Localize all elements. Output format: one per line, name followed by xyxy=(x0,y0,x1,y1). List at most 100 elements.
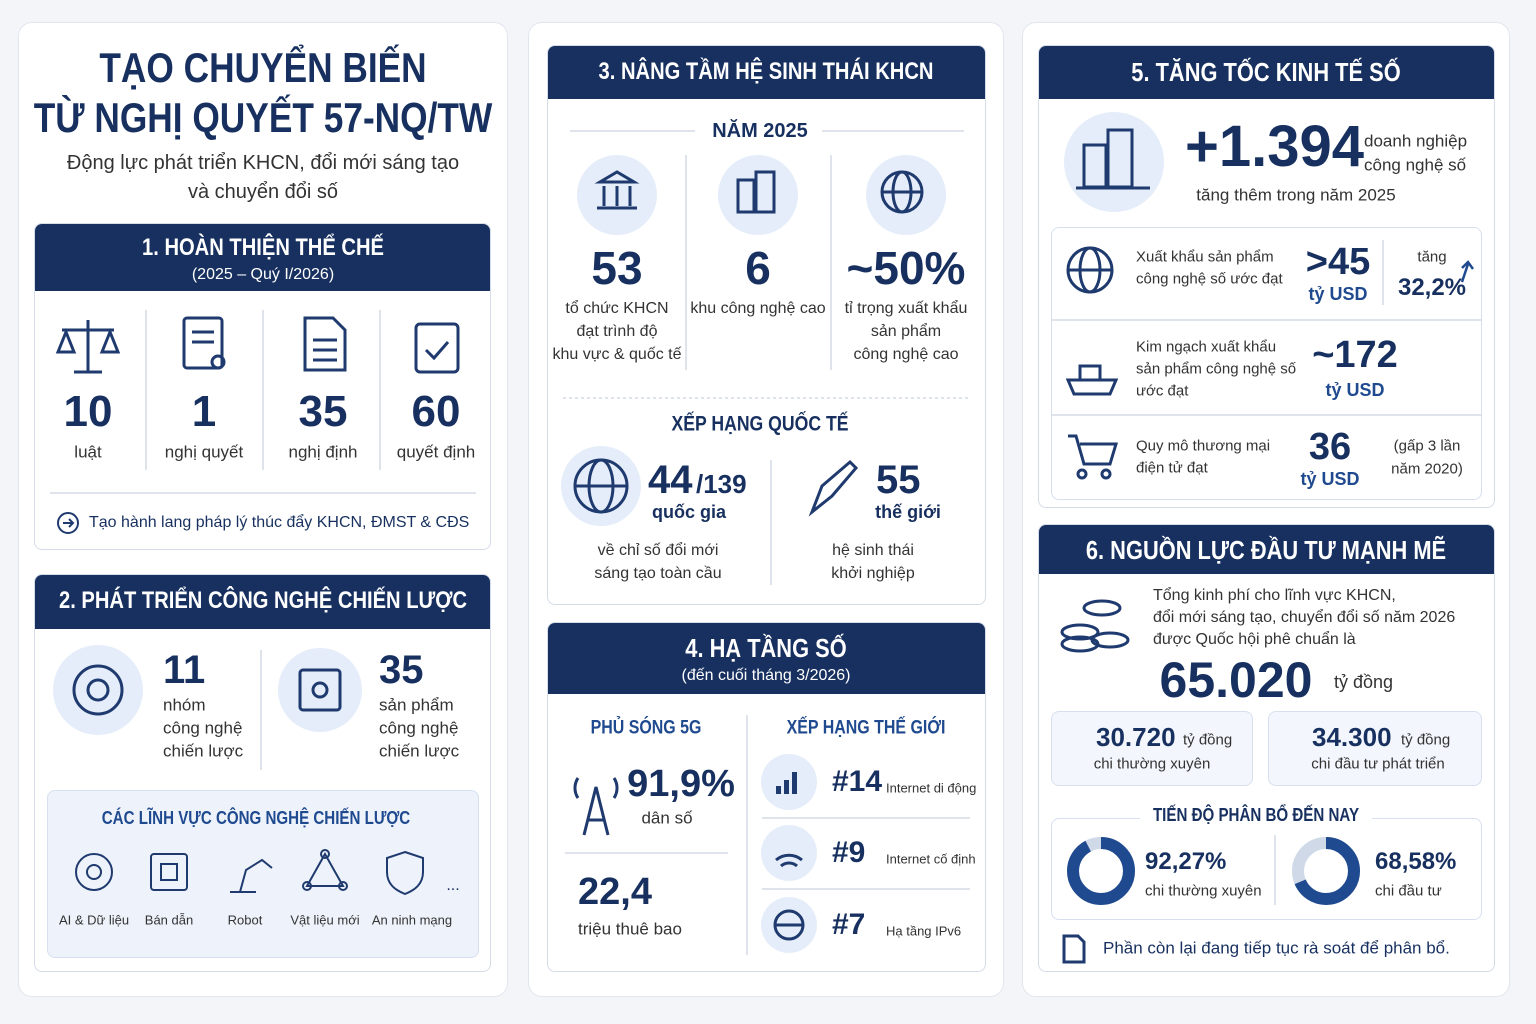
text: TẠO CHUYỂN BIẾN xyxy=(99,44,427,91)
text: công nghệ cao xyxy=(853,346,959,363)
text: Phần còn lại đang tiếp tục rà soát để ph… xyxy=(1103,938,1450,958)
text: Quy mô thương mại xyxy=(1136,437,1271,455)
text: chi đầu tư phát triển xyxy=(1311,755,1445,773)
text: về chỉ số đổi mới xyxy=(597,542,719,559)
text: chi thường xuyên xyxy=(1093,755,1211,773)
text: 44 xyxy=(648,458,693,502)
up-arrow xyxy=(1460,260,1475,283)
section-header xyxy=(548,623,985,694)
text: nghị quyết xyxy=(164,442,244,462)
text: khu công nghệ cao xyxy=(690,300,826,317)
text: NĂM 2025 xyxy=(712,120,808,142)
text: 1 xyxy=(191,387,217,436)
text: chi đầu tư xyxy=(1375,882,1442,900)
text: sản phẩm xyxy=(870,323,942,340)
text: Kim ngạch xuất khẩu xyxy=(1136,338,1277,356)
text: chiến lược xyxy=(379,741,460,761)
text: (gấp 3 lần xyxy=(1393,437,1461,455)
text: /139 xyxy=(696,469,747,499)
text: luật xyxy=(74,442,102,462)
text: nhóm xyxy=(163,695,206,715)
text: tỷ USD xyxy=(1325,380,1385,400)
part-box xyxy=(1051,711,1253,786)
text: 34.300 xyxy=(1312,722,1392,752)
text: AI & Dữ liệu xyxy=(58,912,130,928)
signal-bars xyxy=(776,772,797,794)
text: (2025 – Quý I/2026) xyxy=(191,266,335,283)
text: #9 xyxy=(832,836,866,869)
text: 55 xyxy=(876,458,921,502)
donut-arc xyxy=(1067,837,1135,905)
text: >45 xyxy=(1305,241,1371,283)
donut-arc xyxy=(1292,837,1360,905)
fields-panel xyxy=(47,790,479,958)
text: 4. HẠ TẦNG SỐ xyxy=(685,633,847,663)
text: khu vực & quốc tế xyxy=(552,346,682,363)
text: điện tử đạt xyxy=(1136,459,1208,477)
text: hệ sinh thái xyxy=(832,542,914,559)
text: 5. TĂNG TỐC KINH TẾ SỐ xyxy=(1131,57,1401,87)
text: 1. HOÀN THIỆN THỂ CHẾ xyxy=(142,234,384,261)
text: ~50% xyxy=(846,242,966,294)
text: dân số xyxy=(641,808,693,828)
text: #7 xyxy=(832,908,866,941)
text: công nghệ xyxy=(163,718,243,738)
text: sáng tạo toàn cầu xyxy=(594,565,722,582)
text: tỷ đồng xyxy=(1183,731,1233,749)
text: 30.720 xyxy=(1096,722,1176,752)
dividers xyxy=(50,130,1482,955)
part-box xyxy=(1268,711,1482,786)
text: 36 xyxy=(1308,426,1352,468)
text: công nghệ xyxy=(379,718,459,738)
text: sản phẩm xyxy=(379,695,454,715)
text: đổi mới sáng tạo, chuyển đổi số năm 2026 xyxy=(1153,609,1456,626)
text: 35 xyxy=(298,387,348,436)
text: tỷ đồng xyxy=(1334,672,1394,692)
text: Tổng kinh phí cho lĩnh vực KHCN, xyxy=(1153,587,1396,604)
text: quyết định xyxy=(396,442,476,462)
text: #14 xyxy=(832,765,883,798)
text: Internet cố định xyxy=(886,851,976,867)
text: doanh nghiệp xyxy=(1364,131,1468,151)
text: năm 2020) xyxy=(1391,460,1463,478)
text: chi thường xuyên xyxy=(1145,882,1262,900)
text: CÁC LĨNH VỰC CÔNG NGHỆ CHIẾN LƯỢC xyxy=(101,808,411,828)
section-header xyxy=(35,575,490,629)
text: được Quốc hội phê chuẩn là xyxy=(1153,631,1356,648)
text: tổ chức KHCN xyxy=(565,300,669,317)
text: tỷ USD xyxy=(1300,469,1360,489)
text: ... xyxy=(446,877,460,894)
field-icons xyxy=(75,849,424,896)
text: Tạo hành lang pháp lý thúc đẩy KHCN, ĐMS… xyxy=(89,514,470,531)
text: 60 xyxy=(411,387,461,436)
text: 6. NGUỒN LỰC ĐẦU TƯ MẠNH MẼ xyxy=(1085,535,1447,565)
text: TỪ NGHỊ QUYẾT 57-NQ/TW xyxy=(33,94,493,141)
text: thế giới xyxy=(875,502,941,522)
section-header xyxy=(1039,46,1494,99)
section-header xyxy=(1039,525,1494,574)
text: tăng xyxy=(1417,248,1447,266)
text: 53 xyxy=(591,242,643,294)
text: 35 xyxy=(379,648,424,692)
stats-box xyxy=(1051,227,1482,500)
text: nghị định xyxy=(288,442,358,462)
section-header xyxy=(548,46,985,99)
text: 10 xyxy=(63,387,113,436)
text: PHỦ SÓNG 5G xyxy=(590,717,702,739)
text: Vật liệu mới xyxy=(290,912,360,928)
text: ~172 xyxy=(1312,334,1398,376)
text: đạt trình độ xyxy=(576,323,658,340)
section-header xyxy=(35,224,490,291)
text: 91,9% xyxy=(627,763,735,805)
text: tỷ đồng xyxy=(1401,731,1451,749)
text: Internet di động xyxy=(886,780,977,796)
text: 2. PHÁT TRIỂN CÔNG NGHỆ CHIẾN LƯỢC xyxy=(58,587,468,614)
text: (đến cuối tháng 3/2026) xyxy=(681,667,851,684)
text: 22,4 xyxy=(578,871,652,913)
text: ước đạt xyxy=(1136,382,1189,400)
progress-box xyxy=(1051,818,1482,920)
text: 65.020 xyxy=(1159,652,1313,708)
text: quốc gia xyxy=(651,502,727,522)
text: triệu thuê bao xyxy=(578,919,682,939)
text: 3. NÂNG TẦM HỆ SINH THÁI KHCN xyxy=(598,58,934,85)
